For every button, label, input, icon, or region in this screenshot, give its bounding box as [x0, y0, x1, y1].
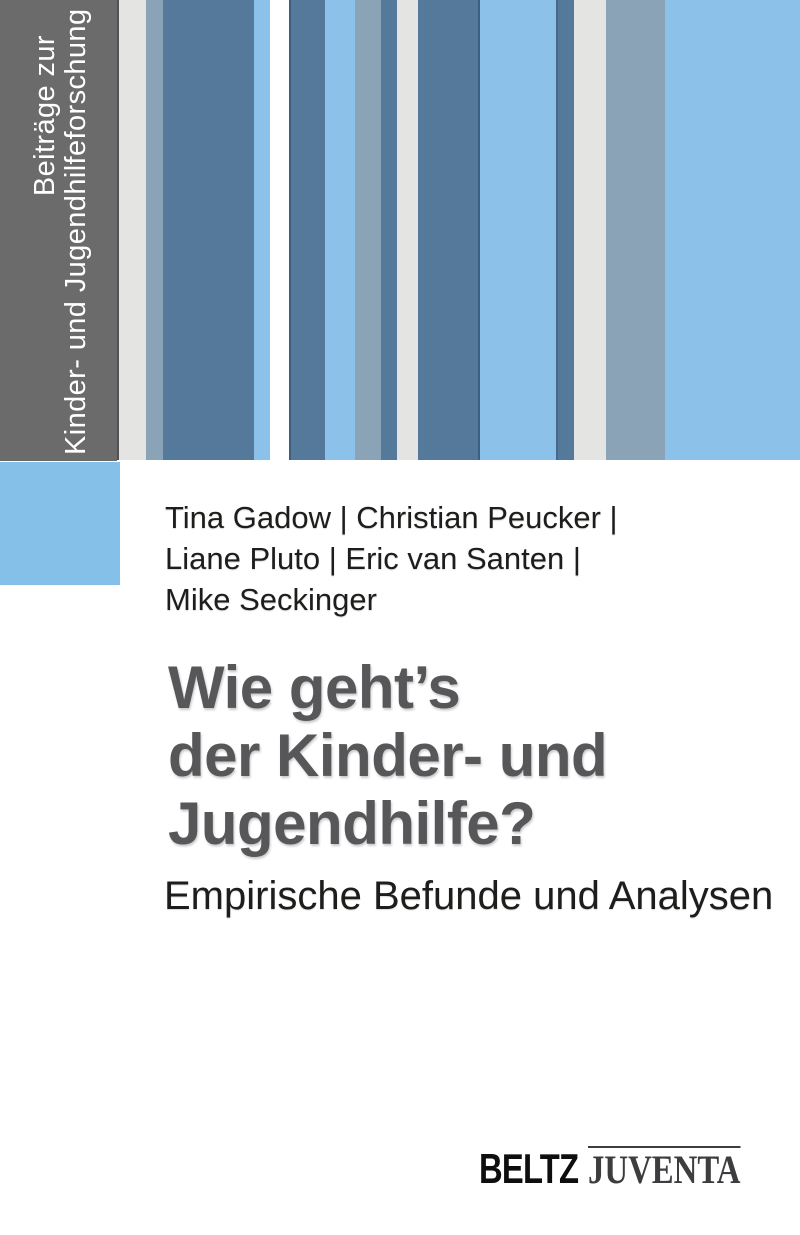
stripe-light-gray [574, 0, 606, 460]
stripe-dark-edge [117, 0, 119, 460]
book-subtitle: Empirische Befunde und Analysen [164, 874, 774, 918]
stripe-light-gray [397, 0, 418, 460]
stripe-dark-edge [556, 0, 558, 460]
stripe-white [270, 0, 289, 460]
stripe-band [117, 0, 800, 460]
stripe-gray-blue [146, 0, 163, 460]
series-label: Beiträge zur Kinder- und Jugendhilfefors… [29, 8, 94, 455]
stripe-gray-blue [355, 0, 381, 460]
series-label-line1: Beiträge zur [29, 35, 61, 197]
stripe-dark-edge [289, 0, 291, 460]
author-list: Tina Gadow | Christian Peucker | Liane P… [165, 497, 618, 620]
author-line: Tina Gadow | Christian Peucker | [165, 500, 618, 535]
book-title: Wie geht’s der Kinder- und Jugendhilfe? [168, 654, 608, 858]
stripe-light-blue [665, 0, 800, 460]
stripe-dark-edge [478, 0, 480, 460]
stripe-steel-blue [381, 0, 397, 460]
stripe-steel-blue [291, 0, 325, 460]
book-title-line: der Kinder- und [168, 722, 608, 789]
stripe-light-blue [325, 0, 355, 460]
stripe-light-gray [119, 0, 146, 460]
stripe-light-blue [254, 0, 270, 460]
publisher-beltz-wordmark: BELTZ [479, 1145, 579, 1192]
author-line: Mike Seckinger [165, 582, 377, 617]
book-title-line: Wie geht’s [168, 654, 461, 721]
stripe-steel-blue [418, 0, 478, 460]
stripe-light-blue [480, 0, 556, 460]
series-label-line2: Kinder- und Jugendhilfeforschung [60, 8, 92, 455]
stripe-gray-blue [606, 0, 665, 460]
book-title-line: Jugendhilfe? [168, 790, 536, 857]
publisher-logo: BELTZ JUVENTA [479, 1146, 774, 1190]
author-line: Liane Pluto | Eric van Santen | [165, 541, 581, 576]
series-band [0, 0, 117, 461]
stripe-steel-blue [163, 0, 254, 460]
stripe-steel-blue [558, 0, 574, 460]
publisher-juventa-wordmark: JUVENTA [588, 1146, 741, 1192]
accent-block [0, 462, 120, 585]
